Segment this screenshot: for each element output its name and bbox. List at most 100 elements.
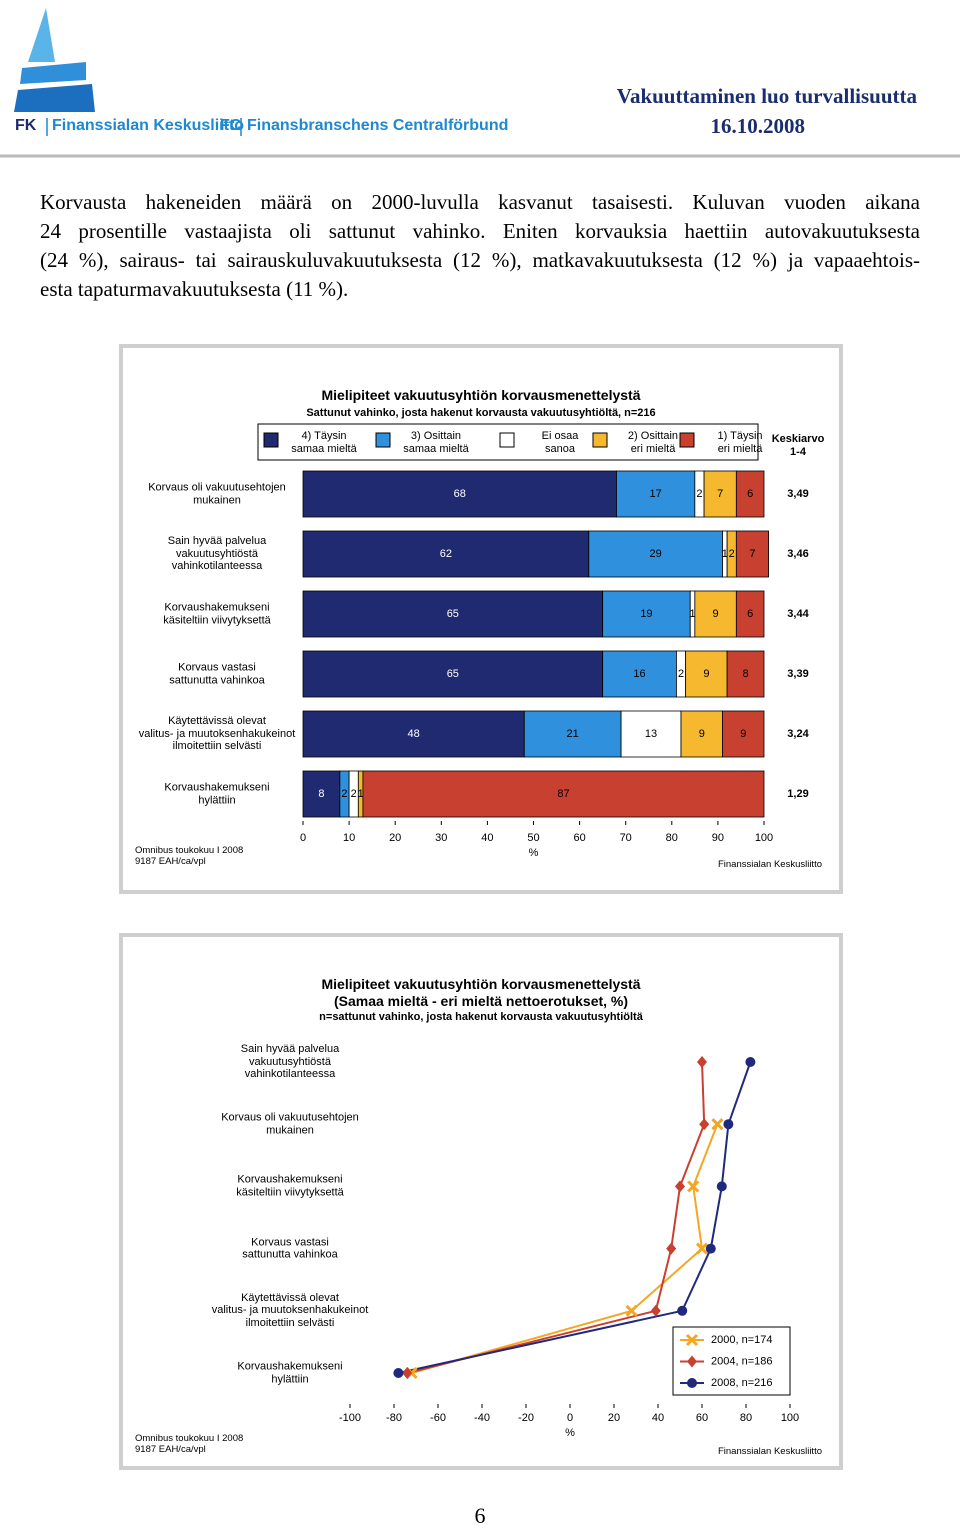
mean-value: 3,49: [787, 488, 808, 500]
value-label: 1: [689, 608, 695, 620]
value-label: 17: [650, 488, 662, 500]
x-tick-label: 0: [300, 832, 306, 844]
bar-segment: [523, 710, 622, 758]
mean-value: 3,39: [787, 668, 808, 680]
legend-frame: [257, 423, 759, 461]
x-tick-label: 20: [389, 832, 401, 844]
value-label: 1: [358, 788, 364, 800]
x-tick-label: 100: [755, 832, 773, 844]
bar-segment: [722, 710, 765, 758]
x-axis-label: %: [565, 1427, 575, 1439]
logo-name: Finansbranschens Centralförbund: [247, 117, 509, 134]
bar-segment: [302, 470, 617, 518]
legend-label: Ei osaa sanoa: [541, 430, 579, 455]
body-line: 24 prosentille vastaajista oli sattunut …: [40, 219, 920, 243]
x-tick-label: 80: [666, 832, 678, 844]
mean-value: 3,44: [787, 608, 809, 620]
marker: [650, 1304, 661, 1317]
bar-segment: [302, 530, 590, 578]
marker: [687, 1180, 700, 1193]
category-label: Korvaushakemukseni käsiteltiin viivytyks…: [163, 601, 271, 626]
legend-label: 2008, n=216: [711, 1377, 772, 1389]
x-tick-label: 50: [527, 832, 539, 844]
value-label: 29: [650, 548, 662, 560]
value-label: 7: [749, 548, 755, 560]
bar-segment: [694, 590, 737, 638]
marker: [705, 1243, 716, 1254]
source-note: Omnibus toukokuu I 2008 9187 EAH/ca/vpl: [135, 845, 244, 867]
value-label: 2: [696, 488, 702, 500]
value-label: 7: [717, 488, 723, 500]
value-label: 13: [645, 728, 657, 740]
marker: [745, 1057, 756, 1067]
x-tick-label: -80: [386, 1412, 402, 1424]
logo-name: Finanssialan Keskusliitto: [52, 117, 245, 134]
marker: [711, 1118, 724, 1131]
value-label: 62: [440, 548, 452, 560]
value-label: 9: [713, 608, 719, 620]
legend-swatch: [592, 432, 608, 448]
header-date: 16.10.2008: [710, 114, 806, 138]
value-label: 6: [747, 488, 753, 500]
x-axis-label: %: [529, 847, 539, 859]
body-line: Korvausta hakeneiden määrä on 2000-luvul…: [40, 190, 920, 214]
legend-swatch: [499, 432, 515, 448]
chart-note: n=sattunut vahinko, josta hakenut korvau…: [319, 1011, 643, 1023]
marker: [687, 1378, 697, 1388]
marker: [695, 1242, 709, 1255]
marker: [625, 1304, 638, 1317]
x-tick-label: 20: [608, 1412, 620, 1424]
series-line: [406, 1061, 706, 1374]
bar-segment: [616, 470, 696, 518]
value-label: 87: [557, 788, 569, 800]
value-label: 2: [678, 668, 684, 680]
bar-segment: [602, 650, 677, 698]
logo-code: FK: [15, 117, 37, 134]
value-label: 9: [703, 668, 709, 680]
category-label: Korvaus vastasi sattunutta vahinkoa: [169, 661, 265, 686]
marker: [666, 1242, 677, 1255]
chart-title: Mielipiteet vakuutusyhtiön korvausmenett…: [321, 976, 641, 992]
x-tick-label: 80: [740, 1412, 752, 1424]
value-label: 65: [447, 608, 459, 620]
marker: [699, 1118, 710, 1131]
bar-segment: [302, 650, 604, 698]
value-label: 1: [722, 548, 728, 560]
x-tick-label: 100: [781, 1412, 799, 1424]
value-label: 16: [633, 668, 645, 680]
category-label: Sain hyvää palvelua vakuutusyhtiöstä vah…: [240, 1043, 340, 1081]
value-label: 21: [567, 728, 579, 740]
x-tick-label: -40: [474, 1412, 490, 1424]
value-label: 8: [318, 788, 324, 800]
means-title: Keskiarvo 1-4: [771, 433, 825, 458]
x-tick-label: 0: [567, 1412, 573, 1424]
legend-swatch: [375, 432, 391, 448]
credit: Finanssialan Keskusliitto: [717, 859, 822, 870]
bar-segment: [620, 710, 682, 758]
value-label: 65: [447, 668, 459, 680]
x-tick-label: 60: [696, 1412, 708, 1424]
marker: [402, 1367, 413, 1379]
bar-segment: [703, 470, 737, 518]
category-label: Korvaus vastasi sattunutta vahinkoa: [242, 1235, 338, 1261]
value-label: 6: [747, 608, 753, 620]
bar-segment: [302, 710, 525, 758]
marker: [675, 1180, 685, 1193]
legend-label: 3) Osittain samaa mieltä: [403, 430, 469, 455]
category-label: Korvaus oli vakuutusehtojen mukainen: [148, 481, 286, 506]
value-label: 2: [351, 788, 357, 800]
category-label: Käytettävissä olevat valitus- ja muutoks…: [138, 715, 296, 753]
chart-subtitle: Sattunut vahinko, josta hakenut korvaust…: [306, 407, 656, 419]
body-line: (24 %), sairaus- tai sairauskuluvakuutuk…: [40, 248, 920, 272]
legend-swatch: [679, 432, 695, 448]
category-label: Korvaushakemukseni käsiteltiin viivytyks…: [236, 1173, 344, 1199]
x-tick-label: 40: [652, 1412, 664, 1424]
value-label: 2: [341, 788, 347, 800]
logo-mark: [14, 8, 95, 112]
header-title: Vakuuttaminen luo turvallisuutta: [616, 84, 917, 108]
x-tick-label: 70: [620, 832, 632, 844]
category-label: Sain hyvää palvelua vakuutusyhtiöstä vah…: [167, 535, 267, 573]
marker: [677, 1305, 688, 1316]
category-label: Korvaushakemukseni hylättiin: [164, 781, 270, 806]
